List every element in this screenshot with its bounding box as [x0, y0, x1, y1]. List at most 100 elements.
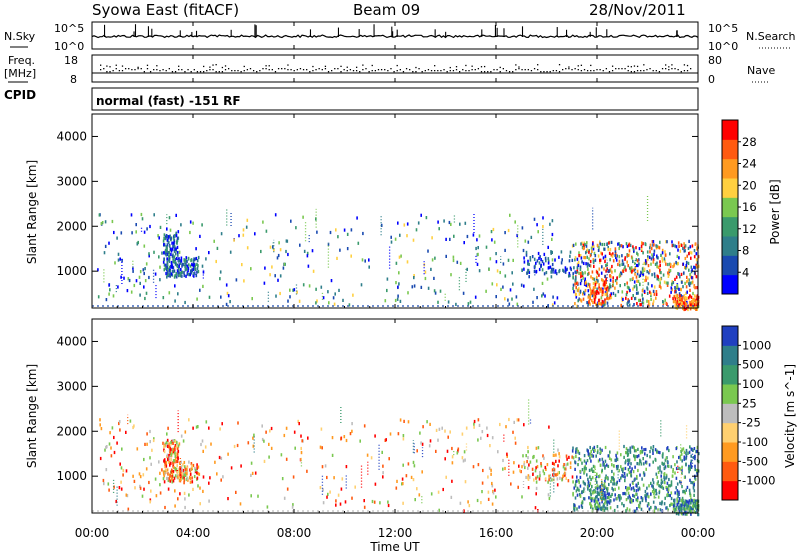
- range-cell: [667, 464, 670, 468]
- nave-point: [121, 65, 124, 67]
- range-cell: [646, 291, 649, 295]
- range-cell: [589, 482, 592, 486]
- range-cell: [125, 469, 128, 473]
- range-cell: [319, 486, 322, 490]
- range-cell: [592, 286, 595, 290]
- range-cell: [646, 492, 649, 496]
- range-cell: [688, 239, 690, 243]
- range-cell: [688, 488, 691, 492]
- range-cell: [555, 459, 557, 463]
- range-cell: [603, 302, 606, 306]
- range-cell: [188, 460, 190, 464]
- range-cell: [696, 500, 699, 504]
- station-title: Syowa East (fitACF): [92, 1, 239, 19]
- range-cell: [138, 275, 141, 279]
- range-cell: [668, 493, 670, 497]
- range-cell: [321, 465, 324, 469]
- range-cell: [183, 271, 185, 275]
- range-cell: [168, 251, 171, 255]
- nave-point: [455, 66, 458, 68]
- range-cell: [585, 244, 588, 248]
- nave-point: [668, 66, 670, 68]
- range-cell: [665, 301, 668, 305]
- range-cell: [149, 498, 152, 502]
- range-cell: [166, 275, 168, 279]
- range-cell: [137, 240, 139, 245]
- range-cell: [169, 234, 171, 238]
- range-cell: [490, 472, 492, 476]
- freq-point: [636, 70, 639, 72]
- freq-point: [324, 68, 327, 70]
- range-cell: [626, 453, 629, 457]
- range-cell: [585, 467, 587, 471]
- range-cell: [696, 472, 699, 476]
- range-cell: [191, 465, 194, 469]
- range-cell: [605, 463, 608, 467]
- range-cell: [406, 234, 408, 238]
- range-cell: [615, 465, 618, 469]
- range-cell: [189, 468, 191, 472]
- range-cell: [551, 237, 553, 241]
- range-cell: [695, 275, 698, 279]
- range-cell: [538, 256, 540, 260]
- range-cell: [637, 468, 639, 473]
- nave-point: [106, 65, 108, 67]
- range-cell: [174, 444, 177, 448]
- range-cell: [691, 505, 694, 509]
- range-cell: [512, 282, 514, 286]
- range-cell: [407, 462, 410, 466]
- range-cell: [683, 455, 686, 459]
- range-cell: [690, 461, 692, 465]
- range-cell: [486, 433, 489, 438]
- range-cell: [127, 507, 130, 511]
- range-cell: [182, 468, 185, 473]
- range-cell: [527, 259, 529, 263]
- range-cell: [622, 470, 624, 474]
- range-cell: [629, 288, 631, 292]
- range-cell: [315, 287, 317, 291]
- range-cell: [625, 447, 628, 451]
- range-cell: [513, 461, 515, 465]
- range-cell: [546, 277, 549, 281]
- range-cell: [121, 447, 123, 451]
- range-cell: [627, 458, 629, 462]
- range-cell: [641, 241, 643, 245]
- range-cell: [543, 252, 546, 256]
- range-cell: [388, 457, 390, 461]
- range-cell: [674, 286, 677, 291]
- range-cell: [557, 471, 559, 475]
- range-cell: [620, 496, 622, 500]
- freq-tick-top: 18: [64, 54, 78, 67]
- range-cell: [540, 464, 543, 468]
- range-cell: [677, 272, 679, 276]
- range-cell: [638, 298, 640, 302]
- range-cell: [596, 290, 599, 294]
- freq-point: [580, 70, 583, 72]
- y-tick-label: 2000: [56, 424, 87, 438]
- range-cell: [551, 461, 554, 465]
- range-cell: [589, 445, 591, 450]
- range-cell: [292, 475, 295, 479]
- range-cell: [664, 253, 667, 257]
- range-cell: [677, 512, 680, 516]
- freq-point: [349, 69, 352, 71]
- range-cell: [173, 465, 175, 469]
- range-cell: [684, 266, 686, 270]
- range-cell: [176, 265, 179, 269]
- range-cell: [555, 453, 557, 457]
- range-cell: [197, 255, 200, 260]
- range-cell: [439, 289, 442, 293]
- colorbar-tick-label: 100: [742, 377, 764, 391]
- freq-point: [274, 71, 277, 73]
- range-cell: [614, 253, 616, 257]
- range-cell: [183, 478, 186, 482]
- range-cell: [678, 297, 680, 301]
- range-cell: [368, 258, 370, 262]
- freq-point: [337, 68, 339, 70]
- range-cell: [644, 452, 646, 456]
- range-cell: [139, 281, 141, 285]
- range-cell: [604, 499, 607, 503]
- range-cell: [176, 452, 179, 456]
- range-cell: [629, 450, 632, 454]
- colorbar-segment: [722, 384, 738, 404]
